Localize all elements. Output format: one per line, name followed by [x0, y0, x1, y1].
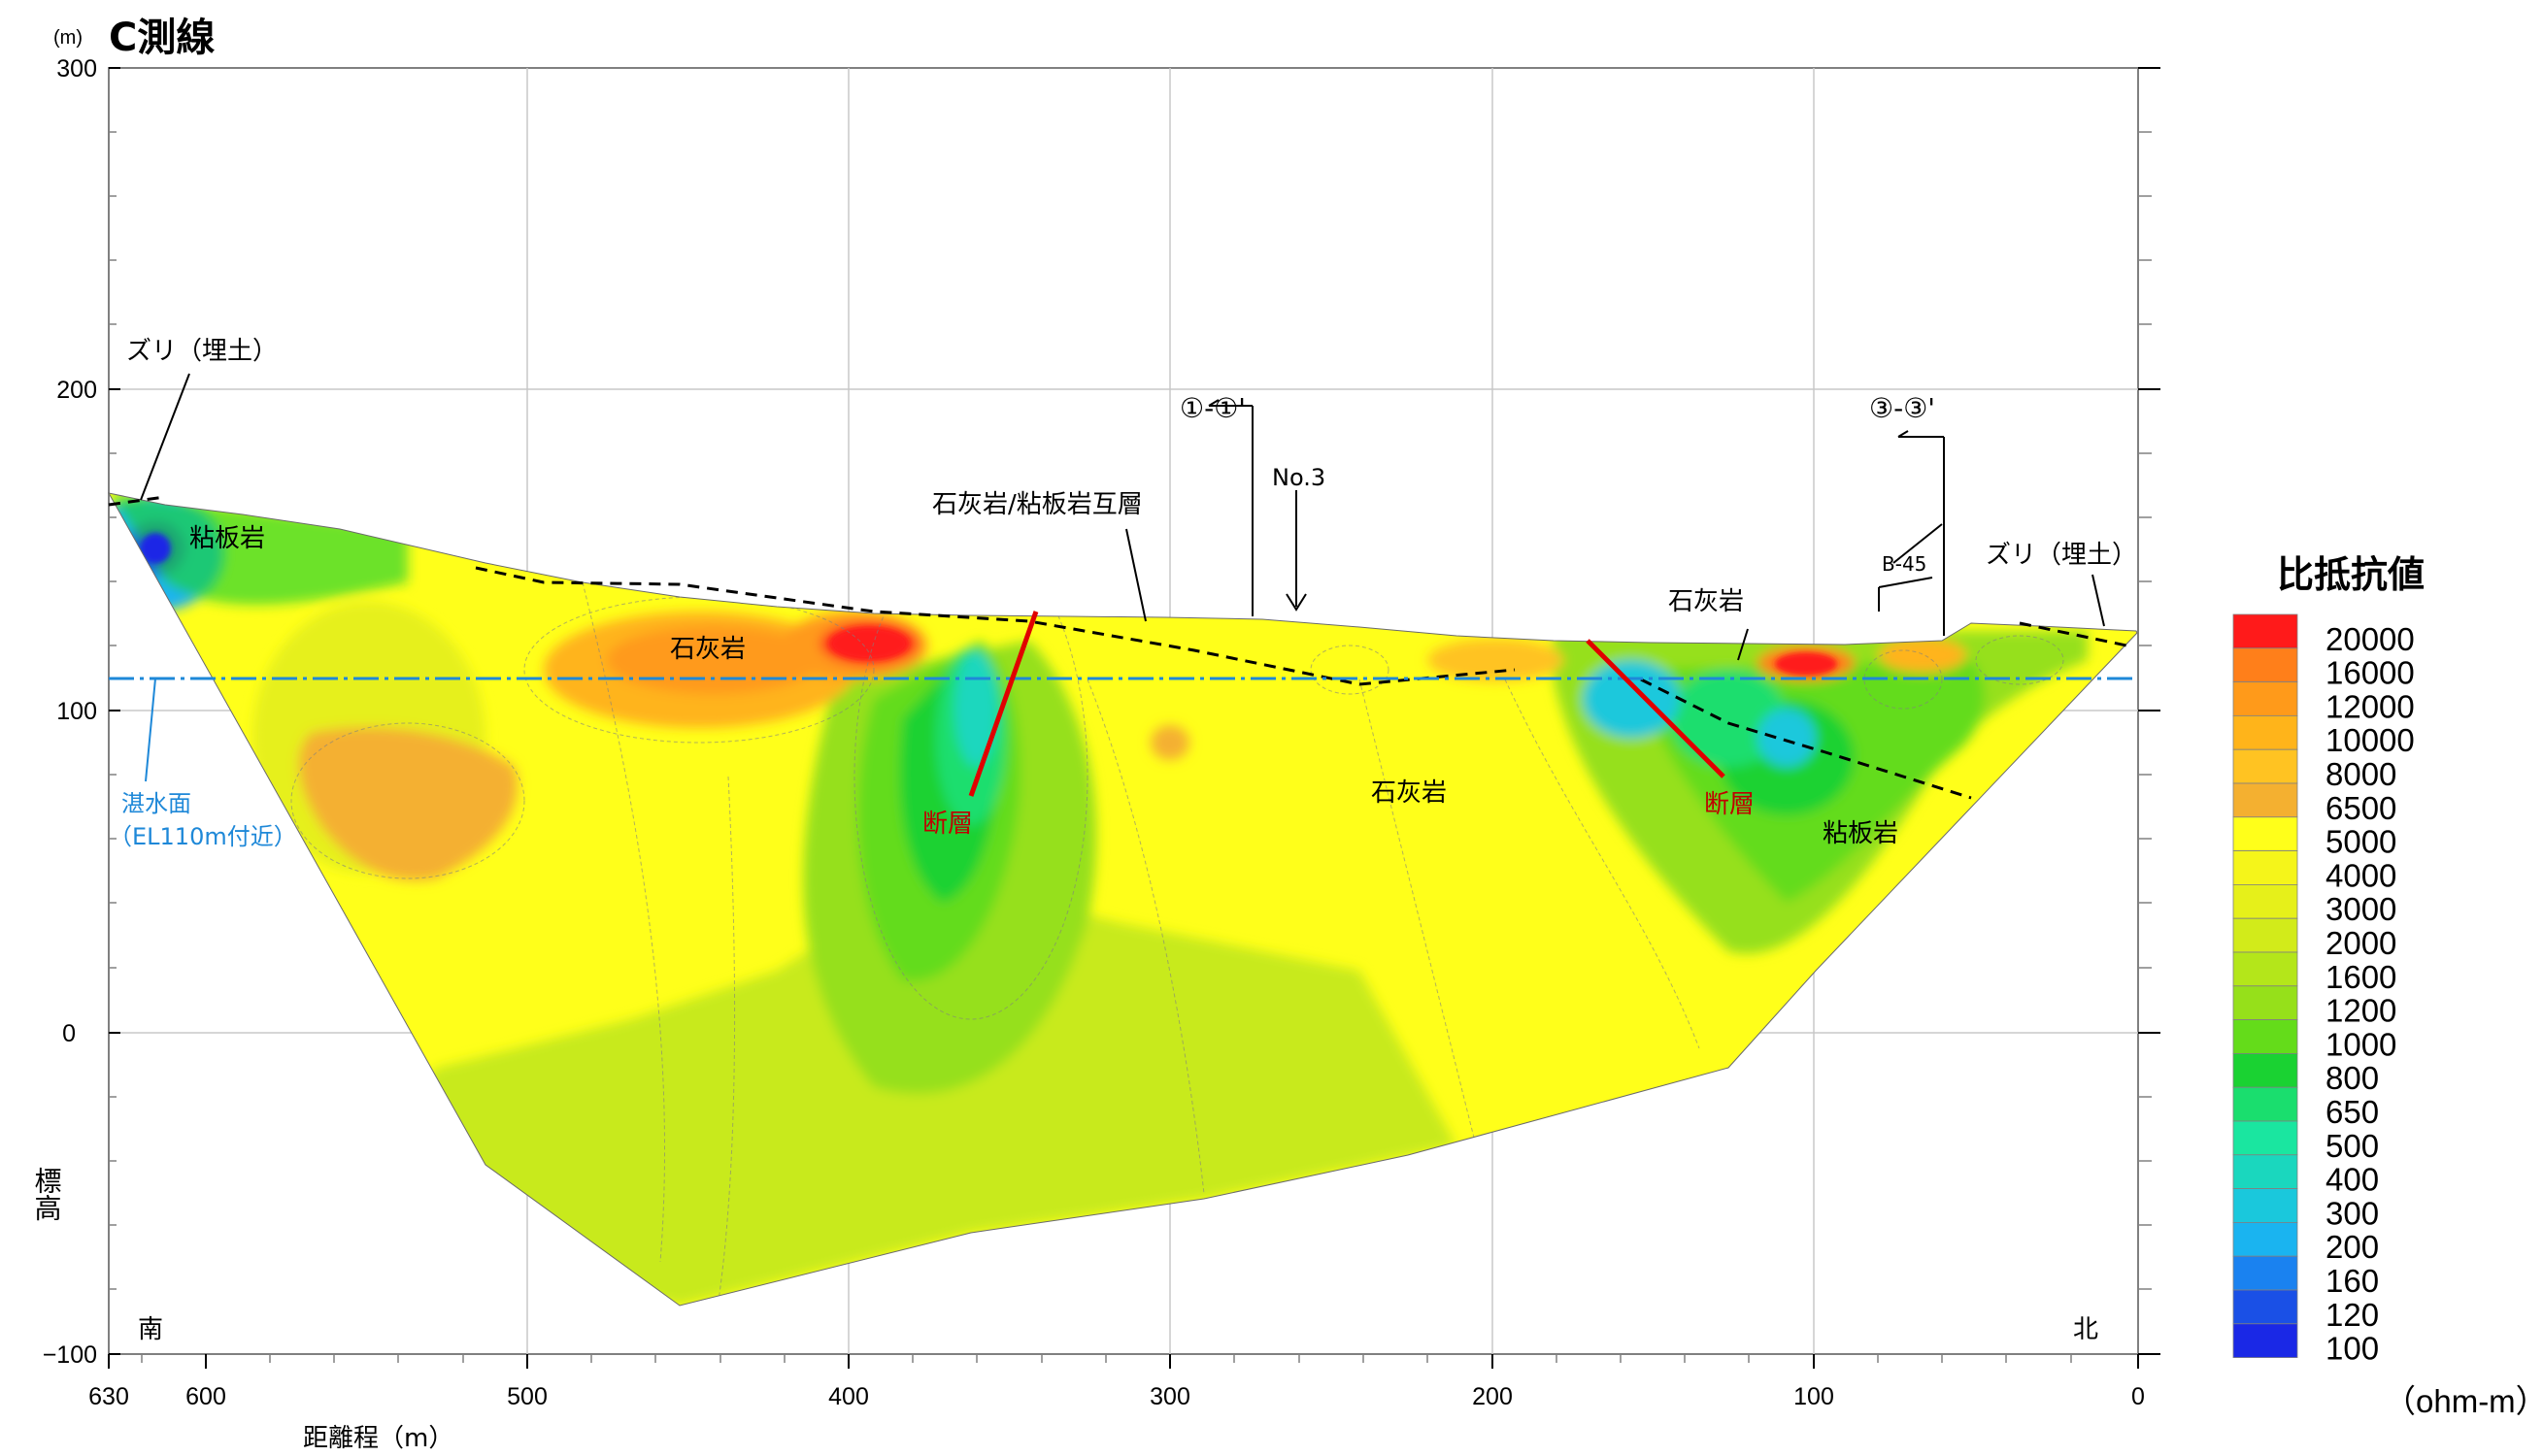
label-limestone-right: 石灰岩 [1668, 587, 1744, 616]
water-level-leader [145, 678, 156, 782]
legend-label-16000: 16000 [2326, 655, 2415, 691]
label-section-1: ①-①' [1180, 392, 1246, 424]
legend-labels: 2000016000120001000080006500500040003000… [2326, 621, 2415, 1367]
label-interbed: 石灰岩/粘板岩互層 [932, 490, 1143, 519]
legend-swatch-1200 [2232, 985, 2298, 1020]
legend-swatch-400 [2232, 1154, 2298, 1190]
y-tick-minus-100: −100 [43, 1341, 97, 1369]
x-tick-200: 200 [1472, 1383, 1513, 1410]
y-axis-minor-ticks [109, 131, 2152, 1290]
legend-swatch-10000 [2232, 715, 2298, 750]
legend-label-500: 500 [2326, 1128, 2379, 1164]
legend-swatch-4000 [2232, 850, 2298, 885]
legend-swatch-16000 [2232, 647, 2298, 682]
legend-label-400: 400 [2326, 1162, 2379, 1198]
y-tick-200: 200 [56, 377, 97, 404]
legend-label-4000: 4000 [2326, 857, 2396, 893]
legend-title: 比抵抗値 [2277, 553, 2425, 596]
fault-line-left [968, 611, 1039, 797]
legend-swatch-20000 [2232, 613, 2298, 649]
legend-label-160: 160 [2326, 1263, 2379, 1299]
legend-label-800: 800 [2326, 1060, 2379, 1096]
y-axis-label: 標高 [31, 1167, 63, 1221]
label-b45: B-45 [1882, 552, 1926, 576]
legend-label-100: 100 [2326, 1331, 2379, 1367]
label-limestone-left: 石灰岩 [670, 635, 746, 664]
legend-swatch-160 [2232, 1255, 2298, 1291]
legend-swatch-12000 [2232, 681, 2298, 716]
x-tick-600: 600 [185, 1383, 226, 1410]
label-water-elevation: （EL110m付近） [109, 823, 297, 850]
legend-swatch-8000 [2232, 748, 2298, 784]
legend-label-12000: 12000 [2326, 688, 2415, 724]
x-axis-ticks [108, 1354, 2139, 1369]
legend-swatch-200 [2232, 1222, 2298, 1257]
legend-label-650: 650 [2326, 1094, 2379, 1130]
legend-swatch-800 [2232, 1053, 2298, 1088]
y-unit: (m) [53, 27, 83, 49]
y-axis-ticks [109, 67, 2160, 1355]
x-tick-100: 100 [1793, 1383, 1834, 1410]
label-fault-left: 断層 [922, 810, 973, 839]
geological-boundary [108, 495, 2127, 800]
legend-label-1600: 1600 [2326, 959, 2396, 995]
legend-label-300: 300 [2326, 1195, 2379, 1231]
direction-north: 北 [2073, 1315, 2098, 1344]
label-zuri-left: ズリ（埋土） [126, 337, 278, 366]
legend-label-5000: 5000 [2326, 824, 2396, 860]
legend-label-200: 200 [2326, 1229, 2379, 1265]
legend-swatch-3000 [2232, 884, 2298, 919]
legend-label-20000: 20000 [2326, 621, 2415, 657]
y-tick-0: 0 [62, 1020, 76, 1047]
y-tick-100: 100 [56, 698, 97, 725]
legend-swatch-650 [2232, 1086, 2298, 1122]
legend-label-10000: 10000 [2326, 722, 2415, 758]
x-tick-500: 500 [507, 1383, 548, 1410]
x-tick-630: 630 [88, 1383, 129, 1410]
legend-label-2000: 2000 [2326, 925, 2396, 961]
label-limestone-mid: 石灰岩 [1371, 778, 1447, 808]
legend-swatch-100 [2232, 1323, 2298, 1359]
legend-swatches [2232, 613, 2298, 1359]
y-tick-300: 300 [56, 55, 97, 83]
legend-label-1000: 1000 [2326, 1026, 2396, 1062]
legend-swatch-6500 [2232, 782, 2298, 818]
legend-swatch-300 [2232, 1188, 2298, 1223]
legend-swatch-1600 [2232, 951, 2298, 987]
legend-swatch-5000 [2232, 816, 2298, 851]
legend-swatch-2000 [2232, 917, 2298, 953]
legend-unit: （ohm-m） [2384, 1383, 2543, 1419]
legend-swatch-1000 [2232, 1019, 2298, 1054]
legend-label-3000: 3000 [2326, 891, 2396, 927]
label-fault-right: 断層 [1704, 790, 1755, 819]
label-zuri-right: ズリ（埋土） [1986, 541, 2137, 570]
x-axis-label: 距離程（m） [303, 1424, 453, 1453]
label-water-surface: 湛水面 [121, 790, 191, 817]
x-tick-300: 300 [1150, 1383, 1190, 1410]
label-slate-nw: 粘板岩 [189, 524, 265, 553]
x-tick-0: 0 [2131, 1383, 2145, 1410]
label-no3: No.3 [1272, 464, 1325, 491]
legend-label-6500: 6500 [2326, 790, 2396, 826]
legend-label-1200: 1200 [2326, 993, 2396, 1029]
label-slate-se: 粘板岩 [1823, 819, 1898, 848]
x-axis-minor-ticks [141, 1354, 2072, 1363]
fault-line-right [1586, 639, 1725, 778]
legend-swatch-120 [2232, 1289, 2298, 1325]
legend-swatch-500 [2232, 1120, 2298, 1156]
legend-label-120: 120 [2326, 1297, 2379, 1333]
label-section-3: ③-③' [1869, 392, 1935, 424]
direction-south: 南 [138, 1315, 163, 1344]
x-tick-400: 400 [828, 1383, 869, 1410]
leader-lines [140, 373, 2105, 661]
section-outline [108, 492, 2138, 1307]
chart-title: C測線 [109, 16, 215, 60]
legend-label-8000: 8000 [2326, 756, 2396, 792]
